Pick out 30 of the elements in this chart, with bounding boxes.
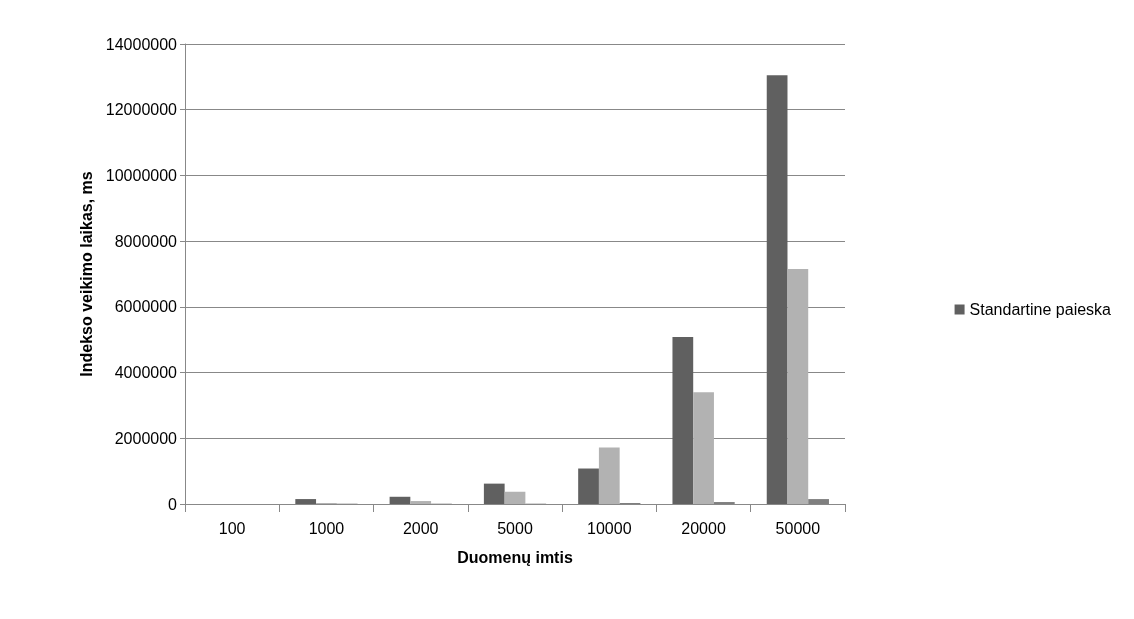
x-tick-label: 20000 [681, 519, 726, 537]
x-tick-label: 10000 [587, 519, 632, 537]
y-tick-label: 4000000 [114, 364, 178, 382]
legend-label: Standartine paieska [969, 301, 1112, 318]
bar [672, 337, 694, 504]
bar [808, 499, 829, 504]
y-tick-label: 8000000 [114, 232, 178, 250]
y-tick-label: 12000000 [105, 101, 178, 119]
bar [389, 496, 411, 504]
y-tick-label: 6000000 [114, 298, 178, 316]
bar [295, 499, 317, 504]
bar [766, 75, 788, 504]
x-tick-label: 100 [218, 519, 246, 537]
bar [504, 491, 526, 504]
x-tick-label: 1000 [308, 519, 345, 537]
bar [578, 468, 599, 504]
bar [693, 392, 714, 504]
bar [787, 269, 809, 504]
bar [598, 447, 620, 504]
x-tick-label: 2000 [402, 519, 439, 537]
x-axis-title: Duomenų imtis [457, 548, 573, 566]
y-tick-label: 14000000 [105, 35, 178, 53]
x-tick-label: 50000 [775, 519, 821, 537]
bar [410, 501, 432, 504]
y-tick-label: 0 [168, 495, 178, 513]
bar [483, 483, 505, 504]
y-tick-label: 2000000 [114, 429, 178, 447]
y-tick-label: 10000000 [105, 166, 178, 184]
y-axis-title: Indekso veikimo laikas, ms [78, 171, 96, 377]
x-tick-label: 5000 [497, 519, 533, 537]
